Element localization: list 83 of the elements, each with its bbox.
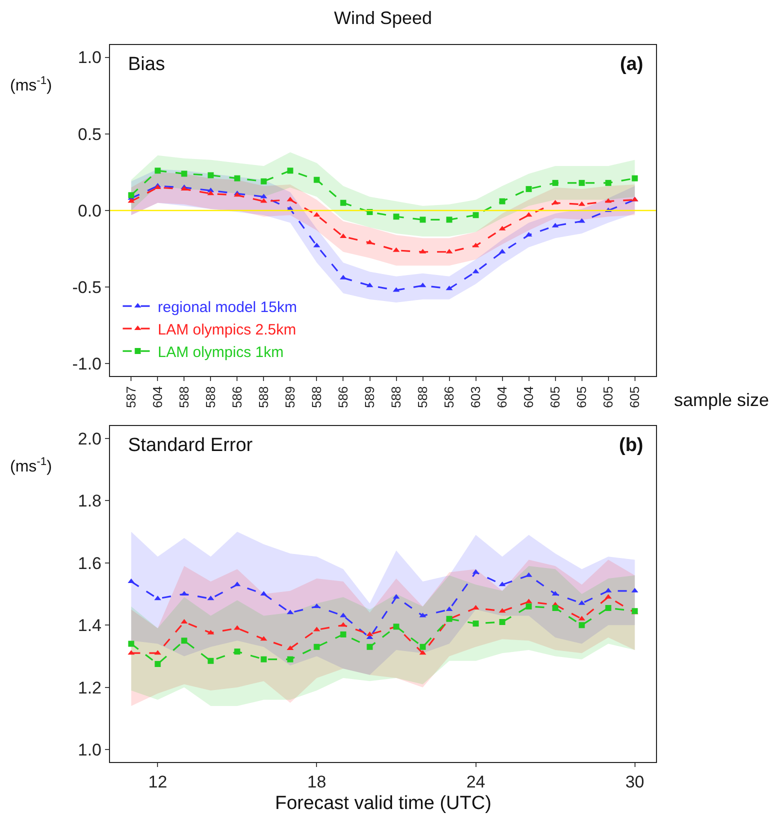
x-tick-label: 588 [256,386,271,408]
point [499,619,506,625]
y-tick-label: 0.5 [78,124,102,144]
x-tick-label: 604 [150,386,165,408]
y-tick-label: -0.5 [72,278,102,298]
point [234,175,240,182]
point [208,658,214,664]
point [340,200,346,206]
point [420,644,426,650]
point [260,178,267,184]
x-tick-label: 18 [307,772,326,792]
point [260,656,267,662]
point [181,638,188,644]
y-tick-label: 1.4 [78,616,102,636]
legend-label: regional model 15km [158,298,297,316]
y-tick-label: 1.2 [78,678,102,698]
point [181,170,188,177]
x-tick-label: 588 [388,386,404,408]
point [472,620,479,627]
annotation: Bias [128,54,165,75]
point [526,186,532,192]
point [632,175,638,182]
point [234,648,240,655]
x-tick-label: 586 [335,386,350,408]
y-tick-label: 1.0 [78,48,102,68]
x-tick-label: 589 [362,386,377,408]
annotation: Standard Error [128,435,254,456]
point [552,605,558,611]
x-tick-label: 604 [521,386,536,408]
y-tick-label: -1.0 [72,354,102,374]
point [605,605,612,611]
x-tick-label: 605 [574,386,590,408]
point [578,180,585,186]
x-tick-label: 30 [625,772,644,792]
y-tick-label: 2.0 [78,429,102,448]
x-tick-label: 603 [468,386,483,408]
x-tick-label: 24 [466,772,486,792]
x-tick-label: 587 [123,386,138,408]
point [314,176,320,183]
x-tick-label: 588 [176,386,192,408]
x-tick-label: 12 [148,772,168,792]
point [499,198,506,204]
y-tick-label: 0.0 [78,201,102,220]
point [154,168,161,174]
annotation: (b) [619,435,644,456]
point [314,644,320,650]
point [420,216,426,223]
point [393,214,400,220]
point [287,168,294,174]
x-tick-label: 605 [548,386,563,408]
y-axis-title: (ms$^{-1}$) [10,75,52,95]
x-tick-label: 604 [494,386,510,408]
point [287,656,294,662]
point [578,622,585,628]
x-tick-label: 605 [627,386,642,408]
annotation: (a) [620,54,644,75]
point [340,631,346,638]
y-tick-label: 1.0 [78,740,102,760]
x-tick-label: 588 [414,386,430,408]
point [526,603,532,610]
x-axis-title: Forecast valid time (UTC) [275,793,492,814]
x-tick-label: 586 [229,386,244,408]
y-tick-label: 1.8 [78,492,102,511]
x-tick-label: 605 [600,386,616,408]
legend-label: LAM olympics 1km [158,344,284,361]
y-axis-title: (ms$^{-1}$) [10,456,52,476]
point [154,661,161,667]
x-tick-label: 589 [282,386,298,408]
point [552,180,558,186]
x-tick-label: 588 [202,386,218,408]
legend-label: LAM olympics 2.5km [158,321,296,338]
point [366,644,373,650]
chart-title: Wind Speed [334,8,432,28]
point [446,216,452,223]
point [128,192,134,198]
x-tick-label: 588 [308,386,324,408]
x-axis-title: sample size [674,390,770,410]
point [128,640,134,647]
y-tick-label: 1.6 [78,554,102,573]
point [605,180,612,186]
point [208,172,214,178]
point [472,212,479,218]
x-tick-label: 586 [441,386,456,408]
